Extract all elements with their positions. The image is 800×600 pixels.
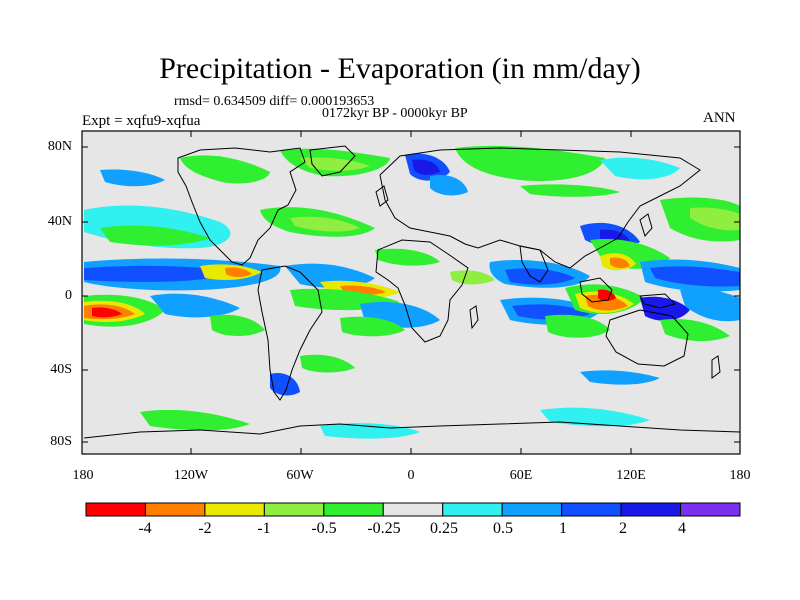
colorbar-label-9: 2: [619, 520, 627, 537]
coast-north-america: [177, 147, 306, 266]
colorbar-label-3: -1: [257, 520, 271, 537]
contour-blue-patagonia: [270, 372, 300, 396]
lat-label-80s: 80S: [50, 434, 72, 449]
colorbar-swatch-8: [501, 502, 563, 517]
rmsd-diff-stats: rmsd= 0.634509 diff= 0.000193653: [174, 94, 375, 109]
contour-green-south-pacific-east: [210, 314, 265, 336]
coast-new-zealand: [711, 355, 721, 379]
colorbar-label-4: -0.5: [311, 520, 337, 537]
lon-label-60w: 60W: [286, 468, 314, 483]
coast-japan: [639, 213, 653, 238]
contour-cyan-siberia: [600, 157, 680, 180]
lat-label-80n: 80N: [47, 139, 72, 154]
lat-label-40n: 40N: [47, 214, 72, 229]
coast-eurasia: [379, 147, 701, 269]
colorbar-label-5: -0.25: [367, 520, 401, 537]
lon-label-60e: 60E: [509, 468, 533, 483]
contour-green-southern-ocean-south: [140, 409, 250, 431]
contour-darkblue-indian-ocean: [505, 268, 575, 285]
lat-label-40s: 40S: [50, 362, 72, 377]
contour-blue-southern-ocean: [580, 370, 660, 385]
contour-green-south-atlantic: [340, 316, 405, 337]
contour-orange-maritime-continent: [610, 257, 630, 269]
contour-green-eastern-siberia: [520, 184, 620, 197]
contour-orange-indonesia: [585, 294, 628, 311]
lon-label-120e: 120E: [616, 468, 646, 483]
axis-ticks: [82, 131, 740, 454]
contour-blue-central-asia: [430, 174, 468, 196]
experiment-label: Expt = xqfu9-xqfua: [82, 113, 201, 129]
contour-cyan-antarctic-coast: [320, 423, 420, 439]
colorbar-swatch-11: [680, 502, 741, 517]
contour-green-mediterranean: [375, 248, 440, 266]
contour-fields: [84, 145, 740, 439]
contour-blue-spcz: [680, 288, 740, 322]
contour-red-south-pacific: [92, 307, 122, 318]
contour-cyan-southern-ocean: [540, 407, 650, 427]
colorbar-label-8: 1: [559, 520, 567, 537]
colorbar-swatch-7: [442, 502, 503, 517]
contour-darkblue-west-pacific-north: [650, 266, 740, 287]
contour-lightgreen-north-atlantic: [300, 157, 370, 171]
colorbar-label-10: 4: [678, 520, 686, 537]
contour-green-north-pacific: [100, 225, 210, 246]
contour-green-siberia: [455, 145, 605, 182]
coast-greenland: [309, 145, 356, 177]
colorbar-label-6: 0.25: [430, 520, 458, 537]
colorbar-swatch-2: [144, 502, 206, 517]
contour-green-south-indian: [545, 314, 610, 338]
colorbar-label-1: -4: [138, 520, 152, 537]
colorbar: [85, 502, 741, 517]
coast-africa: [375, 239, 469, 343]
colorbar-swatch-10: [620, 502, 682, 517]
colorbar-swatch-4: [263, 502, 325, 517]
contour-lightgreen-west-pacific: [690, 207, 740, 231]
contour-green-arctic-north-america: [180, 155, 270, 184]
coast-antarctica: [83, 421, 740, 439]
lon-label-120w: 120W: [173, 468, 209, 483]
coast-uk: [375, 185, 389, 207]
contour-darkblue-new-guinea: [640, 296, 690, 321]
contour-darkblue-tropical-pacific-north: [84, 265, 240, 282]
colorbar-swatch-9: [561, 502, 622, 517]
lon-label-180w: 180: [72, 468, 94, 483]
season-label: ANN: [703, 110, 736, 126]
coast-indonesia: [579, 277, 613, 303]
contour-orange-east-pacific-itcz: [225, 267, 252, 277]
contour-darkblue-scandinavia: [412, 159, 440, 175]
map-title: Precipitation - Evaporation (in mm/day): [159, 52, 641, 85]
contour-lightgreen-north-atlantic-band: [290, 216, 360, 232]
lat-label-eq: 0: [65, 288, 72, 303]
colorbar-label-7: 0.5: [493, 520, 513, 537]
colorbar-swatch-3: [204, 502, 265, 517]
colorbar-swatch-1: [85, 502, 146, 517]
coast-india: [519, 245, 549, 283]
coast-south-america: [257, 265, 323, 401]
contour-green-spcz: [660, 318, 730, 342]
contour-blue-north-pacific: [100, 169, 165, 187]
lon-label-180e: 180: [729, 468, 751, 483]
colorbar-swatch-5: [323, 502, 384, 517]
map-background: [82, 131, 740, 454]
coast-new-guinea: [639, 293, 676, 309]
period-subtitle: 0172kyr BP - 0000kyr BP: [322, 106, 468, 121]
contour-green-southern-ocean: [300, 354, 355, 373]
colorbar-label-2: -2: [198, 520, 212, 537]
coast-australia: [605, 309, 689, 367]
coast-madagascar: [469, 305, 479, 330]
contour-lightgreen-arabian-sea: [450, 270, 495, 285]
coastlines: [83, 145, 740, 439]
colorbar-swatch-6: [382, 502, 444, 517]
contour-blue-south-pacific: [150, 293, 240, 318]
lon-label-0: 0: [407, 468, 415, 483]
